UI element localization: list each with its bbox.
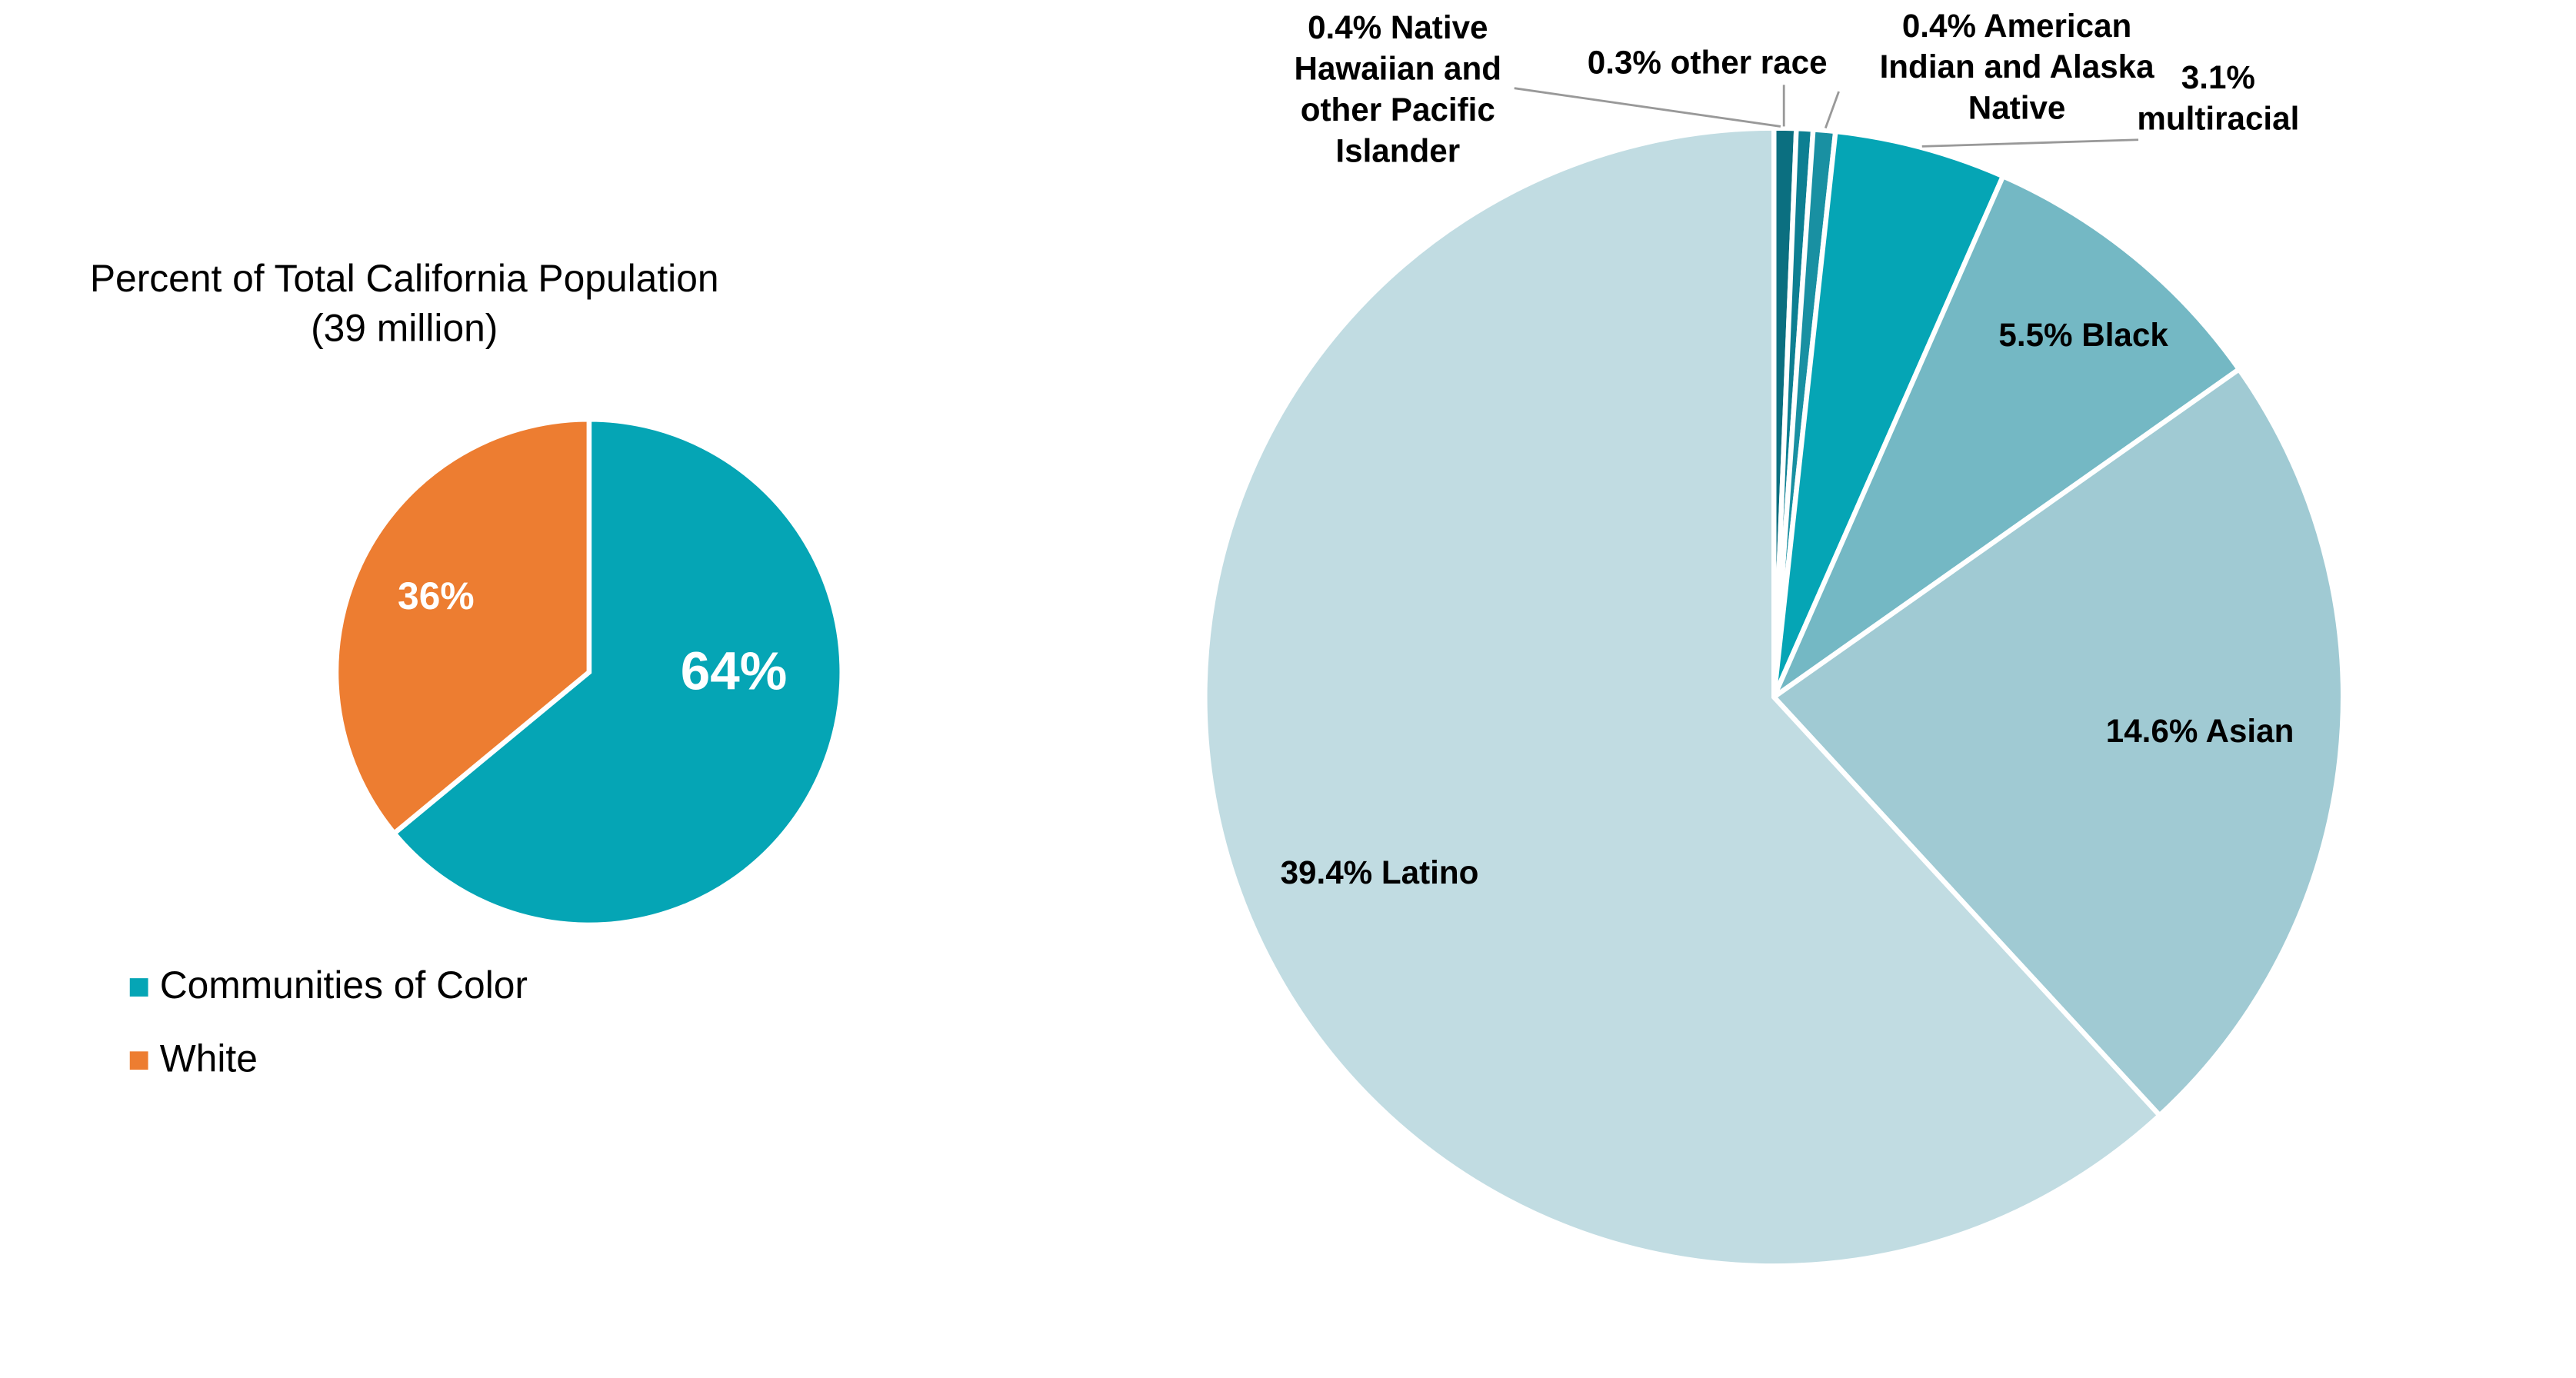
legend-swatch [129,1051,148,1070]
legend-swatch [129,978,148,997]
legend-label: White [160,1037,258,1080]
leader-line [1514,87,1781,128]
data-label: 5.5% Black [1998,317,2168,353]
data-label: 39.4% Latino [1281,854,1479,890]
leader-line [1824,91,1840,129]
chart-title: Percent of Total California Population [90,257,719,300]
data-label: 14.6% Asian [2106,713,2294,749]
data-label: 0.3% other race [1588,45,1828,81]
label-line: 0.4% American [1902,8,2131,44]
pie-slice [333,416,592,837]
label-line: 3.1% [2181,59,2255,95]
data-label: 3.1% multiracial [2137,59,2299,136]
label-line: 5.5% Black [1998,317,2168,353]
pie-slice [1770,365,2346,1120]
pie-slice [390,416,845,928]
label-line: other Pacific [1301,92,1495,128]
label-line: multiracial [2137,100,2299,136]
label-line: Indian and Alaska [1880,48,2155,85]
label-line: 0.4% Native [1308,9,1488,45]
leader-line [1921,138,2139,148]
data-label: 0.4% American Indian and Alaska Native [1880,8,2155,126]
data-label: 36% [398,574,475,617]
pie-slice [1771,128,2007,698]
label-line: Islander [1335,132,1460,168]
pie-slice [1768,172,2243,704]
label-line: Hawaiian and [1295,51,1502,87]
label-line: 39.4% Latino [1281,854,1479,890]
data-label: 0.4% Native Hawaiian and other Pacific Isla… [1295,9,1502,168]
label-line: Native [1968,90,2066,126]
legend-label: Communities of Color [160,964,528,1007]
data-label: 64% [681,641,788,701]
chart-subtitle: (39 million) [311,307,498,350]
label-line: 14.6% Asian [2106,713,2294,749]
label-line: 0.3% other race [1588,45,1828,81]
pie-slice [1202,125,2164,1269]
